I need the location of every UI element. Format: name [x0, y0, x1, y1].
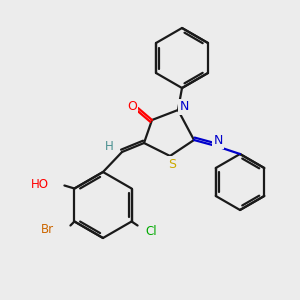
- Text: Cl: Cl: [146, 225, 157, 238]
- Text: Br: Br: [41, 223, 54, 236]
- Text: O: O: [127, 100, 137, 112]
- Text: HO: HO: [30, 178, 48, 191]
- Text: S: S: [168, 158, 176, 170]
- Text: N: N: [213, 134, 223, 148]
- Text: H: H: [105, 140, 113, 154]
- Text: N: N: [179, 100, 189, 113]
